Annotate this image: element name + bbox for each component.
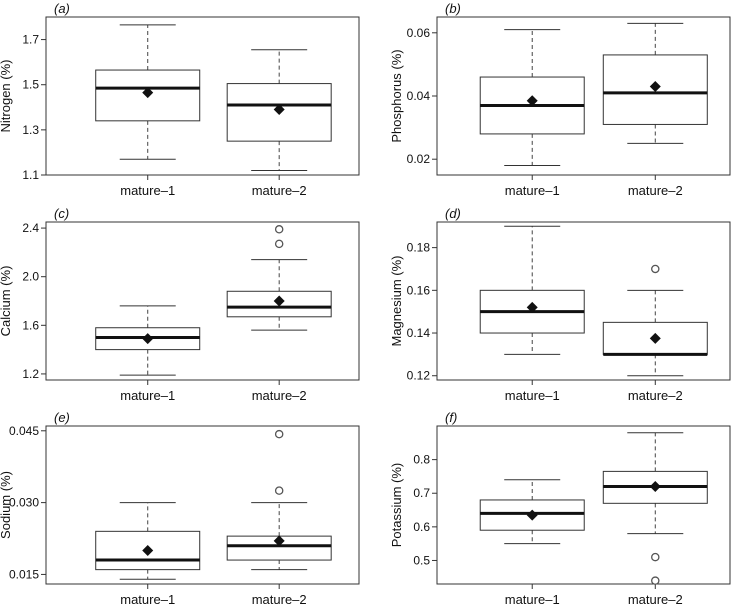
box-1 [479,479,585,545]
box-1 [95,502,201,580]
y-tick-label: 0.8 [413,453,430,467]
mean-marker [142,544,154,556]
panel-2: (b) Phosphorus (%)0.02 0.04 0.06 mature–1 mat… [389,1,731,198]
y-tick-label: 1.7 [22,33,39,47]
y-tick-label: 0.015 [9,567,39,581]
x-category-label: mature–2 [628,183,683,198]
y-axis-label: Phosphorus (%) [389,49,404,142]
box-2 [602,22,708,144]
outlier-point [651,264,660,274]
x-category-label: mature–1 [120,388,175,403]
box-2 [226,225,332,331]
mean-marker [526,95,538,107]
outlier-point [274,239,284,249]
panel-label: (b) [445,1,461,16]
plot-frame [436,425,731,585]
panel-label: (a) [54,1,70,16]
x-category-label: mature–1 [505,388,560,403]
y-tick-label: 1.1 [22,168,39,182]
x-category-label: mature–2 [628,388,683,403]
x-category-label: mature–1 [505,183,560,198]
mean-marker [526,509,538,521]
y-tick-label: 1.3 [22,123,39,137]
plot-frame [436,221,731,381]
y-tick-label: 1.6 [22,318,39,332]
box-2 [602,432,708,585]
x-category-label: mature–2 [628,592,683,607]
panel-label: (f) [445,410,457,425]
x-category-label: mature–2 [252,183,307,198]
panel-4: (d) Magnesium (%) 0.12 0.14 0.16 0.18 mature–1… [389,206,731,403]
mean-marker [273,104,285,116]
y-tick-label: 0.06 [407,26,431,40]
y-tick-label: 1.2 [22,367,39,381]
box-2 [226,429,332,571]
y-tick-label: 0.6 [413,520,430,534]
y-tick-label: 1.5 [22,78,39,92]
mean-marker [142,333,154,345]
y-tick-label: 0.030 [9,496,39,510]
outlier-point [274,225,284,234]
y-tick-label: 0.18 [407,241,431,255]
panel-1: (a) Nitrogen (%) 1.1 1.3 1.5 1.7 mature–1 matur… [0,1,360,198]
mean-marker [649,332,661,344]
outlier-point [651,552,660,562]
y-tick-label: 0.14 [407,326,431,340]
x-category-label: mature–2 [252,388,307,403]
x-category-label: mature–2 [252,592,307,607]
y-tick-label: 2.0 [22,270,39,284]
y-axis-label: Potassium (%) [389,463,404,548]
mean-marker [273,295,285,307]
panel-5: (e) Sodium (%) 0.015 0.030 0.045 mature–1 matu… [0,410,360,607]
x-category-label: mature–1 [120,183,175,198]
plot-frame [45,425,360,585]
y-tick-label: 2.4 [22,221,39,235]
y-tick-label: 0.7 [413,486,430,500]
box-1 [95,24,201,160]
mean-marker [649,481,661,493]
panel-6: (f) Potassium (%) 0.5 0.6 0.7 0.8 mature–1 matu… [389,410,731,607]
y-tick-label: 0.16 [407,283,431,297]
plot-frame [45,16,360,176]
outlier-point [651,576,660,585]
box-1 [479,29,585,167]
y-tick-label: 0.5 [413,553,430,567]
box-1 [479,225,585,355]
box-2 [602,264,708,377]
mean-marker [273,535,285,547]
y-axis-label: Magnesium (%) [389,255,404,346]
y-tick-label: 0.04 [407,89,431,103]
plot-frame [45,221,360,381]
y-tick-label: 0.045 [9,424,39,438]
iqr-box [479,499,585,531]
y-axis-label: Sodium (%) [0,471,13,539]
y-axis-label: Nitrogen (%) [0,60,13,133]
y-tick-label: 0.12 [407,369,431,383]
x-category-label: mature–1 [505,592,560,607]
outlier-point [274,429,284,439]
box-1 [95,305,201,376]
x-category-label: mature–1 [120,592,175,607]
panel-3: (c) Calcium (%) 1.2 1.6 2.0 2.4 mature–1 mature… [0,206,360,403]
mean-marker [649,81,661,93]
panel-label: (d) [445,206,461,221]
mean-marker [142,87,154,99]
y-axis-label: Calcium (%) [0,266,13,337]
outlier-point [274,486,284,495]
mean-marker [526,301,538,313]
box-2 [226,49,332,171]
panel-label: (e) [54,410,70,425]
panel-label: (c) [54,206,69,221]
y-tick-label: 0.02 [407,152,431,166]
